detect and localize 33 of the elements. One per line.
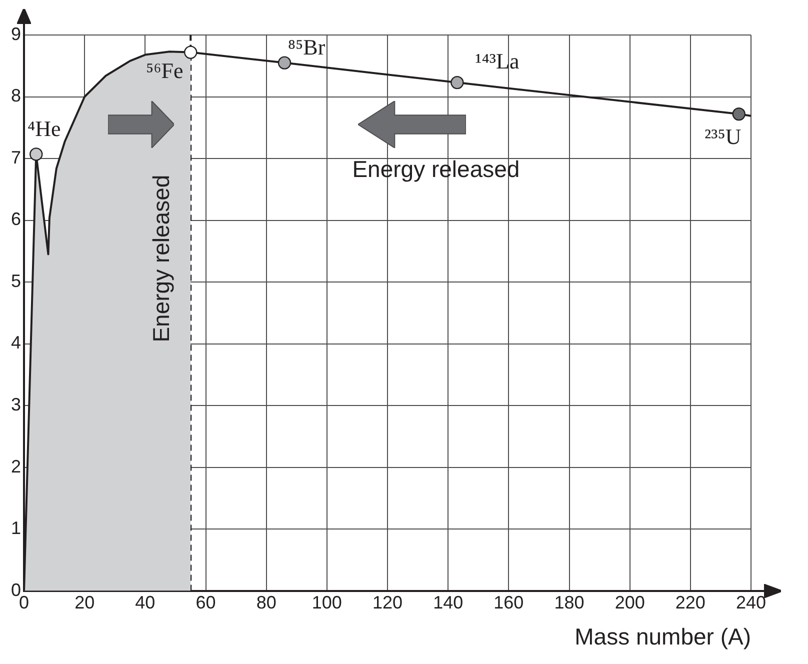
annotation: ⁵⁶Fe: [146, 58, 184, 84]
x-tick-label: 40: [135, 592, 156, 613]
y-tick-label: 6: [10, 209, 22, 230]
y-tick-label: 9: [10, 24, 22, 44]
point: [450, 76, 464, 90]
y-tick-label: 7: [10, 147, 22, 168]
annotation: Energy released: [148, 174, 174, 342]
y-tick-label: 5: [10, 270, 22, 291]
y-tick-label: 8: [10, 86, 22, 106]
x-tick-label: 200: [614, 592, 645, 613]
x-axis-title: Mass number (A): [574, 624, 751, 650]
x-tick-label: 60: [196, 592, 216, 613]
x-tick-label: 140: [433, 592, 464, 613]
annotation: ²³⁵U: [704, 124, 742, 149]
y-tick-label: 4: [10, 332, 22, 353]
point: [184, 46, 198, 59]
annotation: ⁸⁵Br: [288, 34, 326, 60]
x-tick-label: 100: [312, 592, 342, 613]
x-tick-label: 80: [256, 592, 276, 613]
x-tick-label: 160: [494, 592, 524, 613]
x-tick-label: 220: [675, 592, 706, 613]
y-tick-label: 0: [10, 580, 22, 600]
point: [30, 148, 43, 161]
point: [732, 107, 746, 121]
annotation: ⁴He: [27, 116, 61, 141]
x-tick-label: 120: [372, 592, 403, 613]
x-tick-label: 240: [736, 592, 766, 613]
point: [278, 56, 292, 70]
y-tick-label: 2: [10, 456, 22, 476]
x-tick-label: 180: [554, 592, 584, 613]
x-tick-label: 20: [74, 592, 95, 613]
y-tick-label: 1: [10, 518, 22, 538]
y-tick-label: 3: [10, 394, 22, 414]
